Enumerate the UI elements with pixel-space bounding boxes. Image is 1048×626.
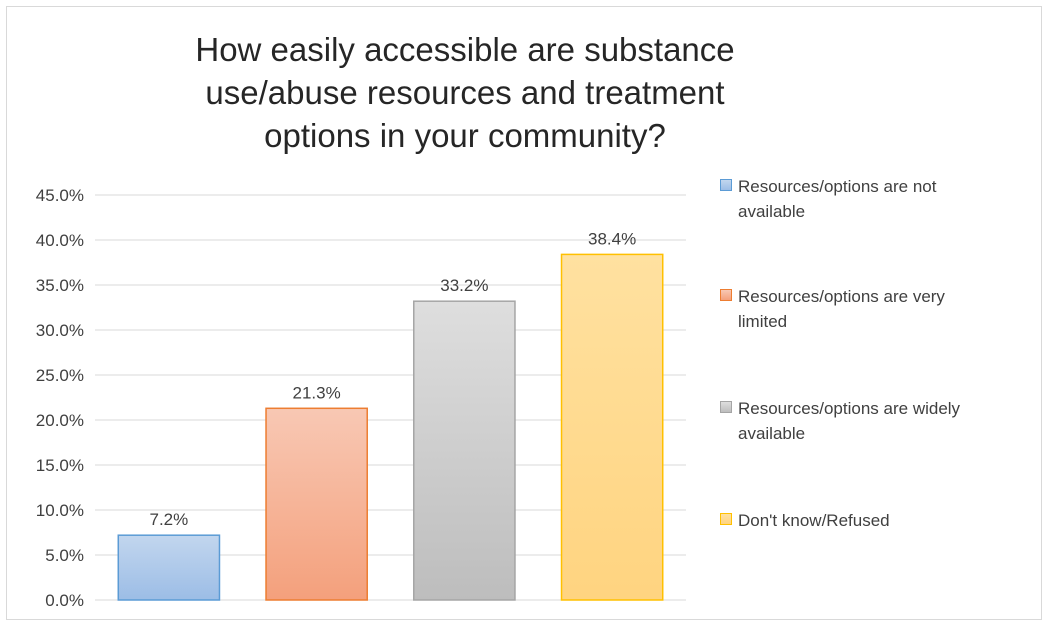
y-tick-label: 35.0% [36, 276, 84, 295]
legend-swatch [720, 513, 732, 525]
legend-item-not-available[interactable]: Resources/options are not available [720, 174, 1040, 224]
y-tick-label: 40.0% [36, 231, 84, 250]
y-tick-label: 15.0% [36, 456, 84, 475]
y-tick-label: 5.0% [45, 546, 84, 565]
legend-swatch [720, 401, 732, 413]
data-label: 7.2% [150, 510, 189, 529]
y-tick-label: 45.0% [36, 186, 84, 205]
legend-swatch [720, 289, 732, 301]
y-tick-label: 25.0% [36, 366, 84, 385]
chart-title: How easily accessible are substance use/… [195, 31, 735, 154]
y-tick-label: 0.0% [45, 591, 84, 610]
data-label: 38.4% [588, 229, 636, 248]
y-tick-label: 10.0% [36, 501, 84, 520]
legend-label: Resources/options are not available [738, 177, 937, 221]
legend-item-very-limited[interactable]: Resources/options are very limited [720, 284, 1040, 334]
legend-label: Resources/options are very limited [738, 287, 945, 331]
bar[interactable] [413, 300, 516, 601]
y-tick-label: 20.0% [36, 411, 84, 430]
data-label: 21.3% [293, 383, 341, 402]
chart-area [6, 6, 1042, 620]
legend-label: Resources/options are widely available [738, 399, 961, 443]
bar[interactable] [560, 253, 664, 601]
data-label: 33.2% [440, 276, 488, 295]
legend-swatch [720, 179, 732, 191]
y-tick-label: 30.0% [36, 321, 84, 340]
bar[interactable] [117, 534, 221, 601]
bar[interactable] [265, 407, 368, 601]
legend-item-widely-available[interactable]: Resources/options are widely available [720, 396, 1040, 446]
legend-label: Don't know/Refused [738, 511, 890, 530]
legend-item-dont-know[interactable]: Don't know/Refused [720, 508, 1040, 533]
